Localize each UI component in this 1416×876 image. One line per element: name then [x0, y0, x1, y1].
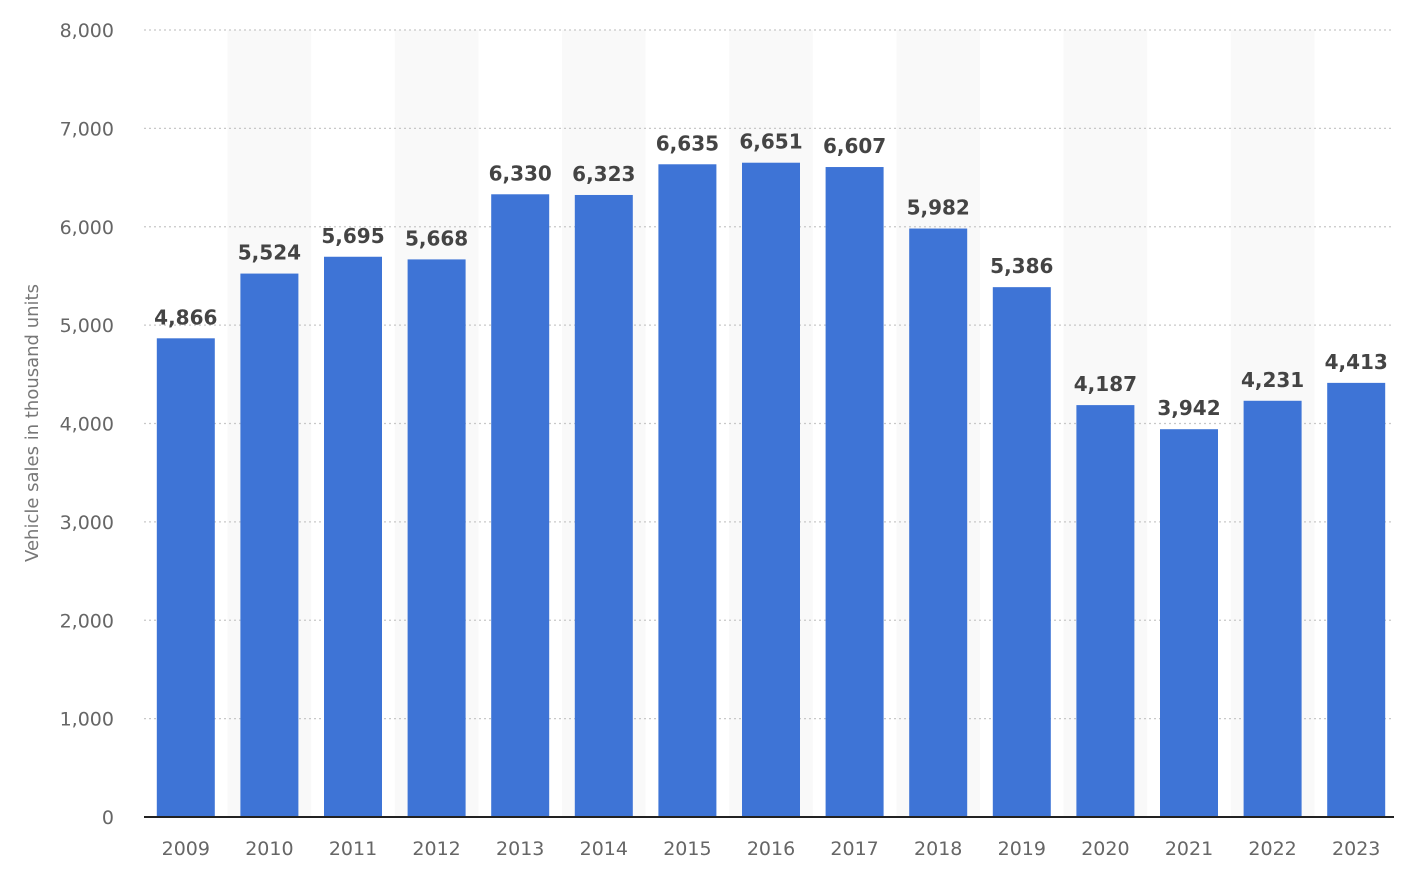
- bar-2010[interactable]: [240, 273, 299, 817]
- y-tick-label: 7,000: [60, 118, 114, 140]
- bar-2014[interactable]: [574, 194, 633, 818]
- x-tick-label: 2019: [998, 838, 1046, 860]
- bar-value-label: 6,607: [823, 134, 886, 158]
- y-tick-label: 2,000: [60, 610, 114, 632]
- x-tick-label: 2010: [245, 838, 293, 860]
- x-tick-label: 2022: [1248, 838, 1296, 860]
- bar-2020[interactable]: [1076, 405, 1135, 817]
- x-tick-label: 2021: [1165, 838, 1213, 860]
- y-tick-label: 6,000: [60, 217, 114, 239]
- x-axis-ticks: 2009 2010 2011 2012 2013 2014 2015 2016 2017 2018…: [162, 838, 1381, 860]
- bar-2021[interactable]: [1160, 429, 1218, 817]
- bar-value-label: 3,942: [1157, 396, 1220, 420]
- bar-2009[interactable]: [156, 338, 215, 817]
- bar-value-label: 6,323: [572, 162, 635, 186]
- bar-2017[interactable]: [825, 167, 884, 817]
- bar-value-label: 4,231: [1241, 368, 1304, 392]
- x-tick-label: 2013: [496, 838, 544, 860]
- y-axis-title: Vehicle sales in thousand units: [22, 284, 43, 562]
- y-tick-label: 8,000: [60, 20, 114, 42]
- x-tick-label: 2014: [580, 838, 628, 860]
- bar-value-label: 5,695: [321, 224, 384, 248]
- bars: [156, 162, 1386, 818]
- bar-value-label: 5,524: [238, 241, 301, 265]
- y-tick-label: 4,000: [60, 414, 114, 436]
- bar-value-label: 5,386: [990, 254, 1053, 278]
- y-tick-label: 5,000: [60, 315, 114, 337]
- x-tick-label: 2009: [162, 838, 210, 860]
- bar-value-label: 4,866: [154, 305, 217, 329]
- bar-value-label: 6,330: [489, 161, 552, 185]
- y-axis-ticks: 0 1,000 2,000 3,000 4,000 5,000 6,000 7,000 8,00…: [60, 20, 114, 829]
- bar-2023[interactable]: [1327, 382, 1386, 817]
- bar-value-label: 4,413: [1325, 350, 1388, 374]
- x-tick-label: 2023: [1332, 838, 1380, 860]
- bar-value-label: 5,982: [907, 196, 970, 220]
- bar-2011[interactable]: [324, 256, 382, 817]
- bar-2013[interactable]: [491, 194, 550, 817]
- x-tick-label: 2011: [329, 838, 377, 860]
- x-tick-label: 2015: [663, 838, 711, 860]
- bar-2022[interactable]: [1243, 400, 1302, 817]
- x-tick-label: 2012: [412, 838, 460, 860]
- y-tick-label: 1,000: [60, 709, 114, 731]
- bar-2012[interactable]: [407, 259, 466, 817]
- y-tick-label: 3,000: [60, 512, 114, 534]
- bar-2015[interactable]: [658, 164, 717, 818]
- bar-value-label: 5,668: [405, 226, 468, 250]
- x-tick-label: 2016: [747, 838, 795, 860]
- bar-value-labels: 4,866 5,524 5,695 5,668 6,330 6,323 6,635 6,651…: [154, 130, 1388, 420]
- bar-2018[interactable]: [909, 228, 968, 817]
- bar-value-label: 6,651: [739, 130, 802, 154]
- bar-2019[interactable]: [992, 287, 1051, 818]
- y-tick-label: 0: [102, 807, 114, 829]
- x-tick-label: 2020: [1081, 838, 1129, 860]
- bar-value-label: 4,187: [1074, 372, 1137, 396]
- bar-value-label: 6,635: [656, 131, 719, 155]
- bar-2016[interactable]: [742, 162, 800, 817]
- x-tick-label: 2017: [830, 838, 878, 860]
- x-tick-label: 2018: [914, 838, 962, 860]
